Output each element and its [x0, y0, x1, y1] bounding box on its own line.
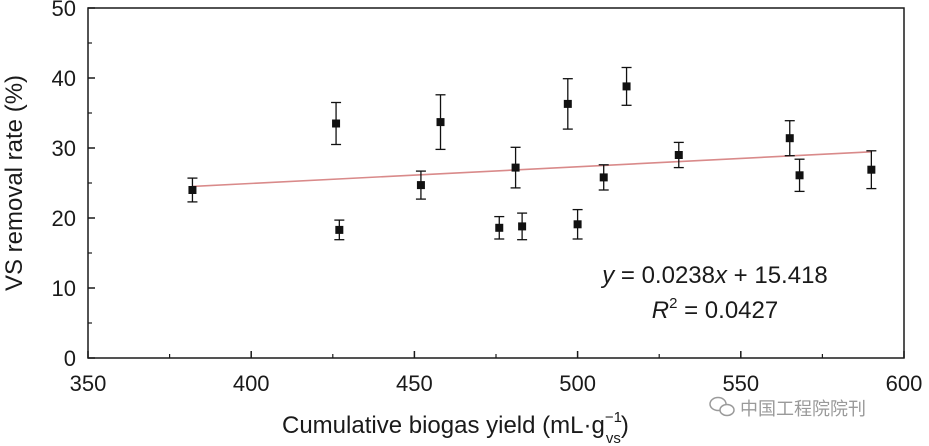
trendline-group: [192, 150, 872, 188]
data-point: [187, 177, 198, 203]
x-tick-label: 600: [886, 371, 923, 396]
equation-part1: = 0.0238: [614, 262, 715, 289]
r-squared-r: R: [652, 297, 669, 324]
x-axis-ticks: 350 400 450 500 550 600: [70, 351, 923, 396]
data-point: [866, 150, 877, 190]
y-tick-label: 10: [52, 276, 76, 301]
data-marker: [867, 165, 876, 174]
x-tick-label: 500: [559, 371, 596, 396]
r-squared: R2 = 0.0427: [652, 295, 778, 324]
r-squared-sup: 2: [669, 295, 677, 312]
y-tick-label: 40: [52, 66, 76, 91]
data-point: [415, 170, 426, 200]
x-tick-label: 350: [70, 371, 107, 396]
data-marker: [785, 134, 794, 143]
x-tick-label: 400: [233, 371, 270, 396]
data-point: [673, 141, 684, 169]
watermark-text: 中国工程院院刊: [740, 399, 866, 420]
x-axis-title-sub: vs: [606, 430, 621, 446]
data-point: [794, 158, 805, 193]
data-marker: [335, 225, 344, 234]
x-tick-label: 550: [722, 371, 759, 396]
equation-part2: + 15.418: [727, 262, 828, 289]
x-axis-title: Cumulative biogas yield (mL·g−1 vs): [282, 409, 629, 446]
data-marker: [622, 82, 631, 91]
regression-equation: y = 0.0238x + 15.418: [600, 262, 828, 289]
watermark: 中国工程院院刊: [709, 396, 866, 420]
data-point: [598, 164, 609, 191]
data-point: [494, 215, 505, 240]
equation-x: x: [714, 262, 728, 289]
data-point: [784, 120, 795, 157]
data-marker: [332, 119, 341, 128]
data-marker: [511, 163, 520, 172]
data-point: [517, 212, 528, 241]
data-marker: [795, 171, 804, 180]
data-marker: [599, 173, 608, 182]
data-point: [331, 101, 342, 146]
x-tick-label: 450: [396, 371, 433, 396]
data-points: [187, 66, 877, 241]
data-point: [562, 78, 573, 130]
r-squared-value: = 0.0427: [677, 297, 778, 324]
y-tick-label: 30: [52, 136, 76, 161]
y-tick-label: 50: [52, 0, 76, 21]
x-axis-title-main: Cumulative biogas yield (mL·g: [282, 412, 605, 439]
data-marker: [188, 186, 197, 194]
data-marker: [563, 99, 572, 108]
x-axis-title-close: ): [621, 412, 629, 439]
trendline: [192, 150, 872, 188]
wechat-icon: [709, 396, 735, 417]
data-marker: [573, 220, 582, 229]
x-axis-title-sup: −1: [605, 409, 622, 426]
data-marker: [518, 222, 527, 231]
y-tick-label: 20: [52, 206, 76, 231]
data-marker: [416, 181, 425, 190]
data-marker: [436, 118, 445, 127]
y-tick-label: 0: [64, 346, 76, 371]
data-point: [435, 94, 446, 151]
data-point: [572, 208, 583, 240]
y-axis-ticks: 0 10 20 30 40 50: [52, 0, 95, 371]
data-point: [621, 66, 632, 106]
data-point: [334, 219, 345, 241]
data-point: [510, 146, 521, 189]
y-axis-title: VS removal rate (%): [1, 75, 28, 291]
data-marker: [674, 151, 683, 159]
equation-y: y: [600, 262, 616, 289]
data-marker: [495, 223, 504, 232]
